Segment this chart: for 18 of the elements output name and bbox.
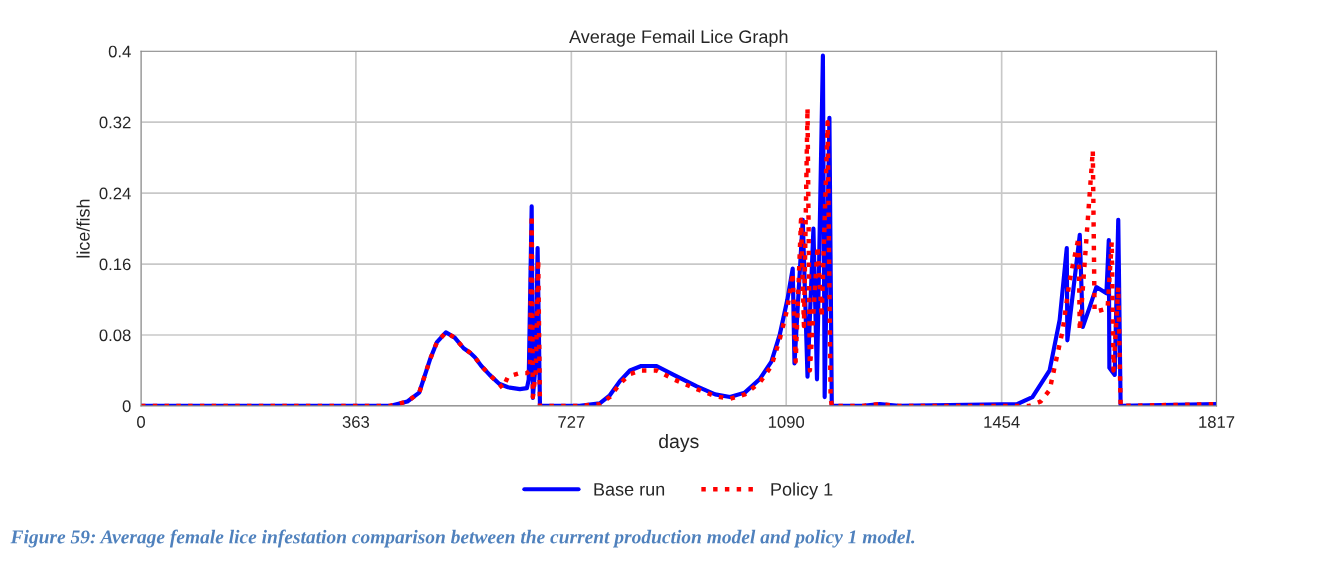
x-axis-title: days <box>659 433 699 453</box>
y-tick-label: 0.24 <box>99 187 131 200</box>
y-tick-label: 0.32 <box>99 116 131 129</box>
y-tick-label: 0.4 <box>108 45 131 58</box>
x-tick-label: 1090 <box>768 416 805 428</box>
x-tick-label: 1817 <box>1199 416 1235 428</box>
x-tick-label: 727 <box>558 416 585 428</box>
caption: Figure 59: Average female lice infestation comparison between the current production model and policy 1 model. <box>10 529 915 548</box>
y-tick-label: 0.16 <box>99 258 131 271</box>
legend-label: Base run <box>594 483 665 496</box>
x-tick-label: 0 <box>137 416 146 428</box>
legend-label: Policy 1 <box>771 482 833 500</box>
x-tick-label: 1454 <box>984 416 1020 428</box>
chart-title: Average Femail Lice Graph <box>569 29 788 47</box>
y-axis-title: lice/fish <box>76 199 90 258</box>
y-tick-label: 0 <box>122 400 131 413</box>
x-tick-label: 363 <box>342 416 370 428</box>
y-tick-label: 0.08 <box>99 329 131 342</box>
